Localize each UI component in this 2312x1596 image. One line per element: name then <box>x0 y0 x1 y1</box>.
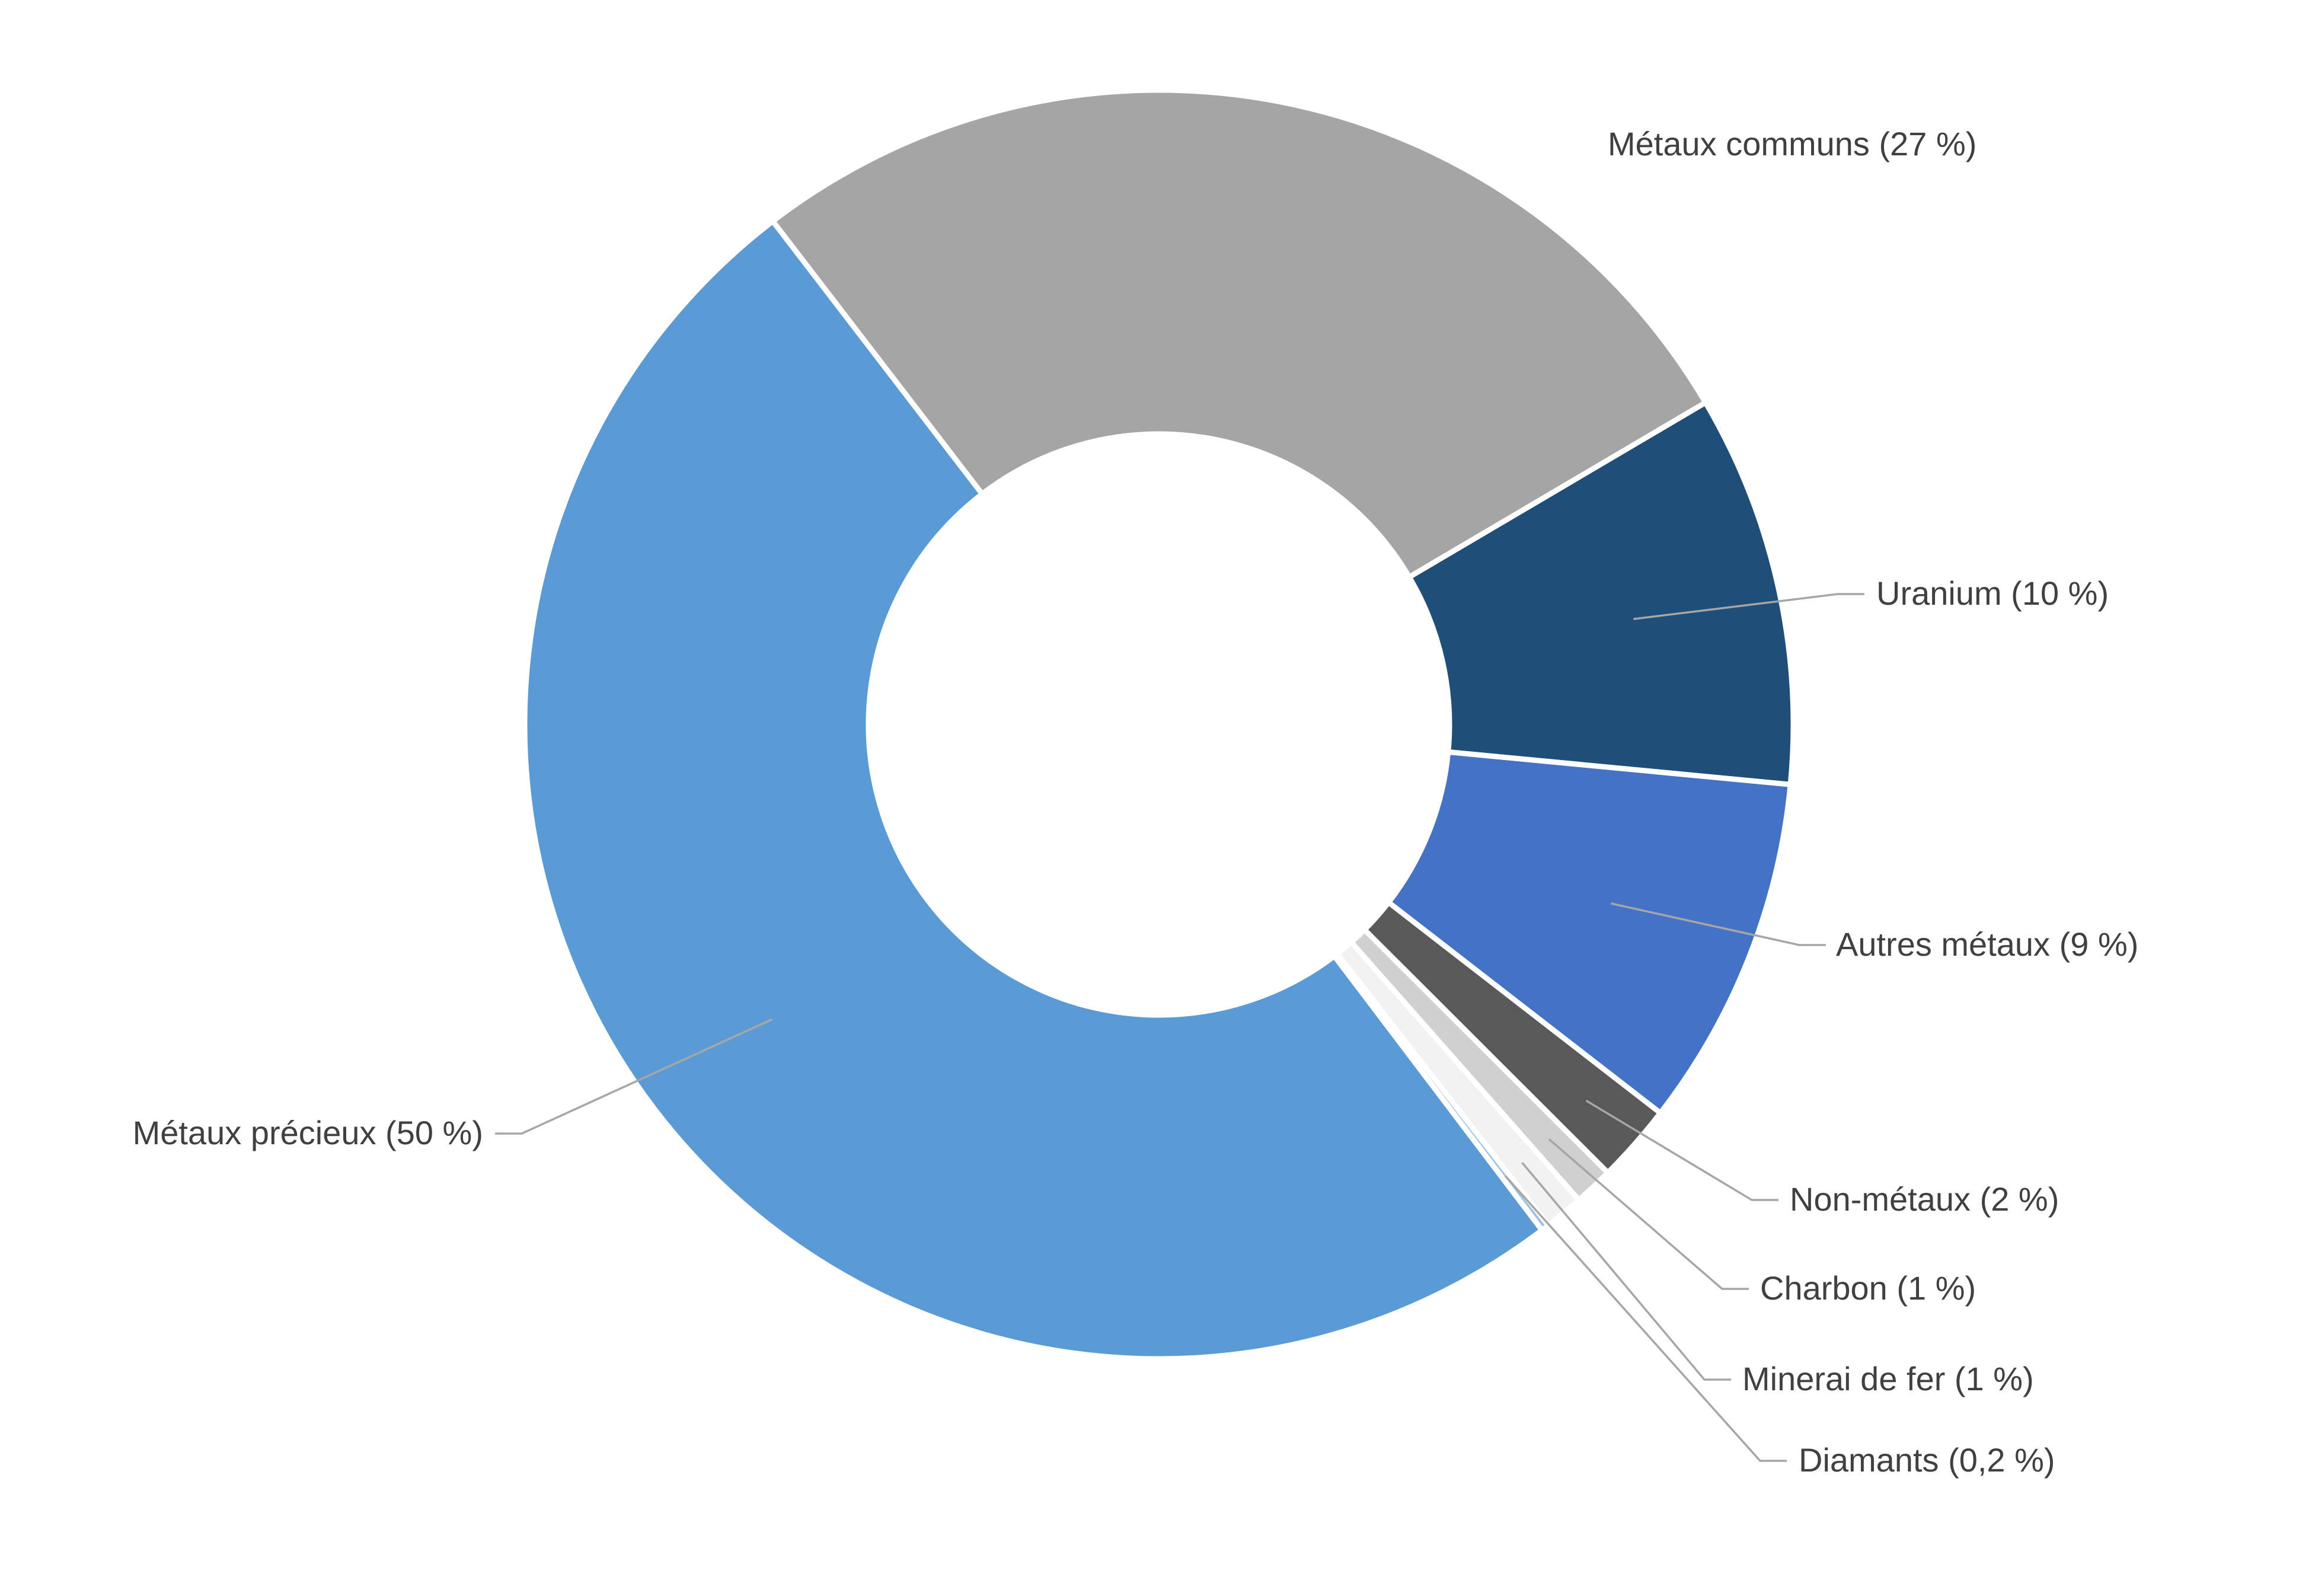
leader-line-non-metaux <box>1585 1099 1778 1201</box>
label-autres-metaux: Autres métaux (9 %) <box>1836 925 2138 963</box>
label-charbon: Charbon (1 %) <box>1760 1269 1976 1307</box>
label-minerai-de-fer: Minerai de fer (1 %) <box>1742 1360 2034 1397</box>
leader-line-diamants <box>1505 1175 1787 1462</box>
chart-labels: Métaux communs (27 %) Uranium (10 %) Aut… <box>133 125 2139 1479</box>
leader-line-metaux-precieux <box>495 1018 773 1135</box>
label-diamants: Diamants (0,2 %) <box>1799 1441 2055 1479</box>
label-uranium: Uranium (10 %) <box>1876 574 2109 612</box>
leader-line-charbon <box>1548 1138 1749 1290</box>
leader-line-autres-metaux <box>1611 902 1826 946</box>
chart-leader-lines <box>495 593 1864 1462</box>
slice-uranium <box>1406 398 1796 788</box>
chart-slices <box>522 87 1796 1362</box>
slice-metaux-communs <box>769 87 1710 581</box>
leader-line-uranium <box>1633 593 1864 620</box>
slice-metaux-precieux <box>522 217 1546 1362</box>
label-non-metaux: Non-métaux (2 %) <box>1790 1180 2059 1218</box>
leader-line-minerai-de-fer <box>1521 1161 1731 1381</box>
label-metaux-precieux: Métaux précieux (50 %) <box>133 1114 483 1151</box>
label-metaux-communs: Métaux communs (27 %) <box>1608 125 1976 162</box>
slice-autres-metaux <box>1385 749 1794 1117</box>
